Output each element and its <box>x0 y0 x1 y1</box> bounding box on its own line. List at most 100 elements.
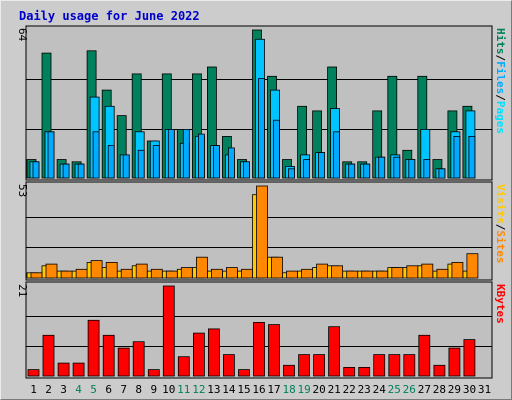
bar-sites-day-27 <box>421 263 434 279</box>
bar-pages-day-7 <box>122 154 130 179</box>
bar-pages-day-2 <box>47 131 55 179</box>
legend: Visits/Sites <box>494 184 507 264</box>
bar-pages-day-12 <box>197 133 205 179</box>
bar-pages-day-26 <box>408 159 416 179</box>
bar-sites-day-28 <box>436 268 449 279</box>
bar-sites-day-24 <box>376 270 389 279</box>
x-tick-label: 1 <box>30 383 37 396</box>
bar-sites-day-4 <box>75 268 88 279</box>
bar-sites-day-14 <box>225 267 238 279</box>
x-tick-label: 6 <box>105 383 112 396</box>
legend: KBytes <box>494 284 507 324</box>
legend-entry: Files <box>494 61 507 94</box>
bar-kbytes-day-19 <box>298 354 311 377</box>
bar-pages-day-21 <box>333 131 341 179</box>
bar-sites-day-6 <box>105 261 118 279</box>
x-tick-label: 21 <box>328 383 341 396</box>
x-tick-label: 5 <box>90 383 97 396</box>
bar-sites-day-21 <box>331 265 344 279</box>
bar-sites-day-5 <box>90 260 103 279</box>
bar-kbytes-day-22 <box>343 366 356 377</box>
legend-entry: Pages <box>494 101 507 134</box>
panel-kbytes: 21 KBytes <box>16 281 507 379</box>
bar-pages-day-3 <box>62 163 70 179</box>
bar-sites-day-9 <box>150 268 163 279</box>
bar-pages-day-28 <box>438 168 446 179</box>
bar-sites-day-10 <box>165 270 178 279</box>
x-tick-label: 31 <box>478 383 491 396</box>
panel-hits-files-pages: 64 Hits/Files/Pages <box>16 25 507 181</box>
bar-sites-day-30 <box>466 253 479 279</box>
x-tick-label: 25 <box>388 383 401 396</box>
x-tick-label: 7 <box>120 383 127 396</box>
bar-kbytes-day-9 <box>147 369 160 377</box>
bar-sites-day-20 <box>316 263 329 279</box>
bar-pages-day-30 <box>468 135 476 179</box>
legend-entry: / <box>494 224 507 231</box>
bar-pages-day-5 <box>92 131 100 179</box>
bar-kbytes-day-6 <box>102 334 115 377</box>
bar-pages-day-6 <box>107 145 115 179</box>
x-tick-label: 30 <box>463 383 476 396</box>
bar-kbytes-day-14 <box>222 354 235 377</box>
bar-kbytes-day-13 <box>207 328 220 377</box>
bar-pages-day-11 <box>182 128 190 179</box>
bar-kbytes-day-1 <box>27 369 40 377</box>
bar-kbytes-day-12 <box>192 332 205 377</box>
bar-kbytes-day-24 <box>373 354 386 377</box>
x-tick-label: 29 <box>448 383 461 396</box>
bar-sites-day-12 <box>195 256 208 279</box>
x-tick-label: 3 <box>60 383 67 396</box>
legend-entry: / <box>494 94 507 101</box>
bar-kbytes-day-15 <box>238 369 250 377</box>
chart-title: Daily usage for June 2022 <box>19 9 200 23</box>
bar-pages-day-16 <box>258 78 265 179</box>
bar-kbytes-day-18 <box>283 364 295 377</box>
bar-pages-day-15 <box>243 161 250 179</box>
bar-kbytes-day-27 <box>418 334 431 377</box>
x-tick-label: 20 <box>312 383 325 396</box>
bar-pages-day-20 <box>318 152 326 179</box>
bar-kbytes-day-5 <box>87 319 100 377</box>
legend-entry: / <box>494 55 507 62</box>
bar-pages-day-14 <box>227 147 235 179</box>
x-tick-label: 10 <box>162 383 175 396</box>
bar-pages-day-23 <box>363 163 371 179</box>
bar-pages-day-13 <box>212 145 220 179</box>
x-tick-label: 14 <box>222 383 236 396</box>
bar-kbytes-day-2 <box>42 334 55 377</box>
bar-kbytes-day-30 <box>463 339 476 377</box>
bar-sites-day-16 <box>256 185 268 279</box>
bar-kbytes-day-8 <box>132 341 145 377</box>
bar-kbytes-day-3 <box>57 362 70 377</box>
bar-sites-day-13 <box>210 268 223 279</box>
bar-kbytes-day-21 <box>328 326 341 377</box>
bar-kbytes-day-25 <box>388 354 401 377</box>
x-tick-label: 16 <box>252 383 265 396</box>
bar-pages-day-9 <box>152 145 160 179</box>
x-tick-label: 23 <box>358 383 371 396</box>
bar-sites-day-2 <box>45 263 58 279</box>
x-tick-label: 27 <box>418 383 431 396</box>
x-tick-label: 11 <box>177 383 190 396</box>
legend-entry: KBytes <box>494 284 507 324</box>
bar-kbytes-day-17 <box>268 324 280 377</box>
bar-sites-day-23 <box>361 270 374 279</box>
bar-kbytes-day-16 <box>253 321 265 377</box>
bar-kbytes-day-7 <box>117 347 130 377</box>
bar-pages-day-4 <box>77 163 85 179</box>
x-tick-label: 22 <box>343 383 356 396</box>
bar-sites-day-3 <box>60 270 73 279</box>
legend-entry: Visits <box>494 184 507 224</box>
legend: Hits/Files/Pages <box>494 28 507 134</box>
bar-pages-day-1 <box>32 161 40 179</box>
legend-entry: Sites <box>494 230 507 263</box>
x-tick-label: 4 <box>75 383 82 396</box>
bar-pages-day-25 <box>393 156 401 179</box>
bar-sites-day-17 <box>271 256 283 279</box>
bar-pages-day-24 <box>378 156 386 179</box>
x-tick-label: 26 <box>403 383 416 396</box>
bar-pages-day-18 <box>288 168 295 179</box>
